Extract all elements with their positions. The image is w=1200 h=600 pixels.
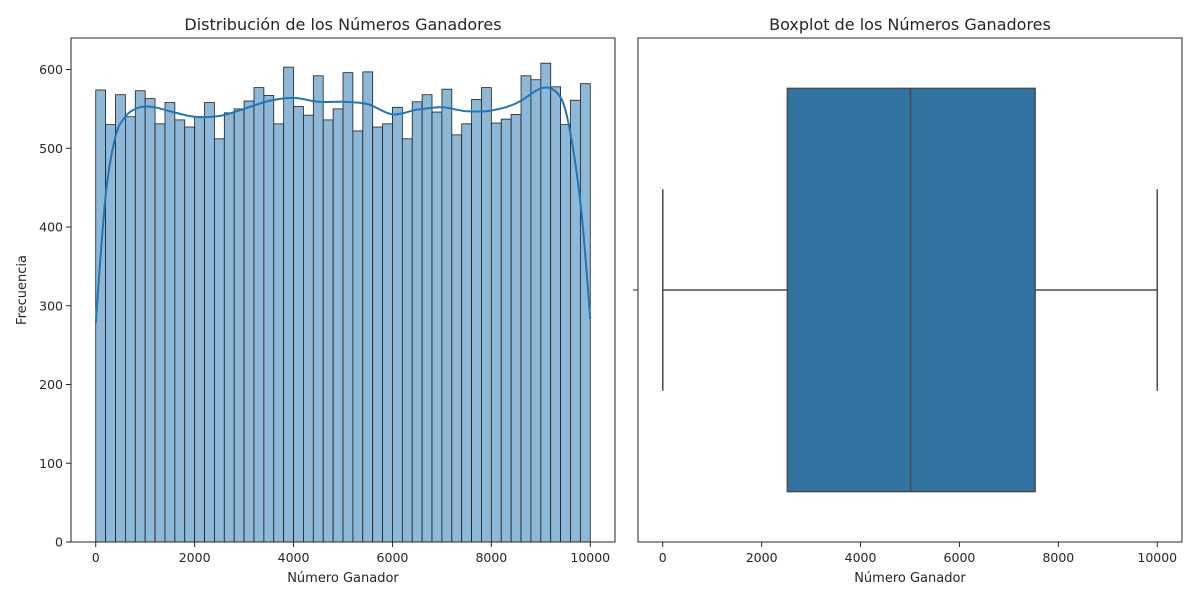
- y-tick-label: 200: [39, 377, 63, 392]
- histogram-bar: [461, 123, 472, 543]
- histogram-bar: [520, 75, 532, 543]
- kde-curve: [94, 86, 592, 324]
- histogram-bar: [233, 108, 245, 543]
- histogram-bar: [243, 100, 255, 543]
- boxplot-axes-frame: [637, 37, 1183, 543]
- x-tick-label: 10000: [1137, 550, 1177, 565]
- histogram-bar: [421, 94, 433, 543]
- histogram-bar: [550, 86, 562, 543]
- histogram-y-ticks: 0 100 200 300 400 500 600: [39, 62, 71, 550]
- histogram-axes-frame: [70, 37, 616, 543]
- x-tick-label: 2000: [746, 550, 778, 565]
- y-tick-label: 0: [55, 535, 63, 550]
- y-tick-label: 100: [39, 456, 63, 471]
- histogram-bar: [273, 123, 285, 543]
- x-tick-label: 10000: [570, 550, 610, 565]
- x-tick-label: 8000: [1042, 550, 1074, 565]
- histogram-bar: [164, 102, 176, 543]
- histogram-bar: [490, 122, 502, 543]
- y-tick-label: 500: [39, 141, 63, 156]
- histogram-bar: [283, 66, 294, 543]
- histogram-bar: [500, 118, 512, 543]
- histogram-bar: [154, 123, 166, 543]
- histogram-bar: [481, 87, 492, 543]
- histogram-bar: [204, 102, 215, 543]
- histogram-bar: [471, 99, 482, 543]
- histogram-bar: [510, 113, 522, 543]
- y-tick-label: 400: [39, 220, 63, 235]
- histogram-bar: [322, 119, 334, 543]
- histogram-bar: [263, 95, 275, 543]
- x-tick-label: 6000: [944, 550, 976, 565]
- histogram-bar: [332, 108, 344, 543]
- histogram-bar: [342, 72, 354, 543]
- histogram-bar: [194, 116, 205, 543]
- histogram-bar: [392, 106, 403, 543]
- boxplot-x-label: Número Ganador: [854, 571, 966, 586]
- histogram-bar: [184, 126, 196, 543]
- histogram-bar: [401, 138, 413, 543]
- x-tick-label: 0: [659, 550, 667, 565]
- y-tick-label: 300: [39, 298, 63, 313]
- histogram-title: Distribución de los Números Ganadores: [184, 15, 501, 34]
- histogram-bar: [411, 101, 423, 543]
- x-tick-label: 0: [92, 550, 100, 565]
- x-tick-label: 4000: [278, 550, 310, 565]
- histogram-bar: [223, 112, 235, 543]
- histogram-bar: [293, 106, 304, 543]
- histogram-x-ticks: 0 2000 4000 6000 8000 10000: [92, 542, 610, 565]
- boxplot-x-ticks: 0 2000 4000 6000 8000 10000: [659, 542, 1177, 565]
- boxplot-title: Boxplot de los Números Ganadores: [769, 15, 1051, 34]
- histogram-bar: [115, 94, 126, 543]
- x-tick-label: 8000: [475, 550, 507, 565]
- histogram-bar: [144, 98, 156, 543]
- histogram-bar: [253, 87, 265, 543]
- histogram-bar: [530, 79, 542, 543]
- histogram-bar: [540, 62, 552, 543]
- histogram-bar: [451, 134, 463, 543]
- histogram-bar: [382, 123, 393, 543]
- histogram-bar: [214, 138, 225, 543]
- boxplot-panel: Boxplot de los Números Ganadores 0 2000 40…: [633, 15, 1183, 586]
- x-tick-label: 2000: [179, 550, 211, 565]
- histogram-bar: [372, 126, 383, 543]
- x-tick-label: 4000: [845, 550, 877, 565]
- histogram-bar: [362, 71, 374, 543]
- boxplot-marks: [633, 87, 1159, 493]
- histogram-bar: [303, 114, 314, 543]
- histogram-bar: [441, 88, 453, 543]
- histogram-bar: [560, 124, 571, 543]
- histogram-bar: [174, 119, 186, 543]
- histogram-y-label: Frecuencia: [15, 255, 30, 325]
- histogram-bar: [312, 75, 324, 543]
- histogram-panel: Distribución de los Números Ganadores 0 2…: [15, 15, 616, 586]
- y-tick-label: 600: [39, 62, 63, 77]
- histogram-x-label: Número Ganador: [287, 571, 399, 586]
- x-tick-label: 6000: [377, 550, 409, 565]
- histogram-bars: [95, 62, 591, 543]
- histogram-bar: [431, 111, 443, 543]
- histogram-bar: [134, 90, 146, 543]
- histogram-bar: [125, 116, 136, 543]
- histogram-bar: [352, 130, 364, 543]
